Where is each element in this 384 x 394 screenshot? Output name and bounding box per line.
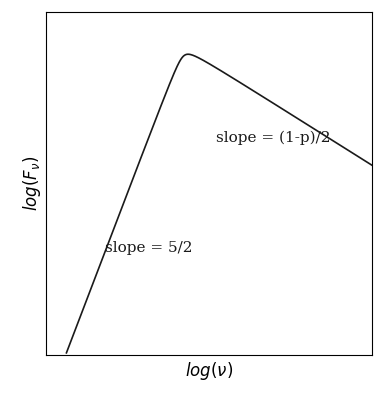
Text: slope = (1-p)/2: slope = (1-p)/2 [216, 131, 330, 145]
Y-axis label: $log(F_\nu)$: $log(F_\nu)$ [21, 156, 43, 211]
Text: slope = 5/2: slope = 5/2 [105, 241, 192, 255]
X-axis label: $log(\nu)$: $log(\nu)$ [185, 360, 233, 382]
